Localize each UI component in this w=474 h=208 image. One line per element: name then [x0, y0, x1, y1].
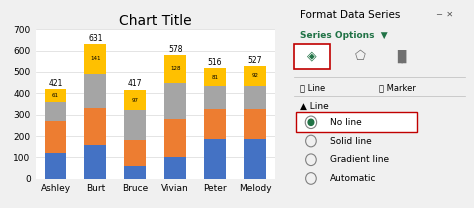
Text: Automatic: Automatic [330, 174, 376, 183]
Bar [204, 109, 226, 139]
Bar [164, 83, 186, 119]
Text: ▐▌: ▐▌ [392, 50, 411, 63]
Legend: Q1, Q2, Q3, Q4: Q1, Q2, Q3, Q4 [83, 206, 189, 208]
Text: Format Data Series: Format Data Series [300, 10, 400, 20]
Bar [45, 89, 66, 102]
Text: 421: 421 [48, 79, 63, 88]
Bar [204, 86, 226, 109]
Bar [84, 44, 106, 74]
Bar [124, 166, 146, 179]
Bar [244, 86, 266, 109]
Bar [45, 121, 66, 153]
Text: 81: 81 [211, 75, 219, 80]
Text: ─  ✕: ─ ✕ [436, 10, 453, 19]
Bar [124, 110, 146, 140]
Bar [244, 66, 266, 86]
Text: 631: 631 [88, 34, 103, 43]
Text: ◈: ◈ [307, 50, 317, 63]
Text: 141: 141 [90, 56, 100, 62]
Bar [84, 145, 106, 179]
Bar [45, 153, 66, 179]
Text: Gradient line: Gradient line [330, 155, 389, 164]
Bar [204, 68, 226, 86]
Circle shape [308, 119, 314, 125]
Bar [84, 108, 106, 145]
Text: 92: 92 [252, 73, 258, 78]
Text: 〜 Marker: 〜 Marker [379, 83, 416, 92]
Title: Chart Title: Chart Title [119, 14, 191, 28]
Bar [244, 109, 266, 139]
Bar [124, 90, 146, 110]
Bar [164, 55, 186, 83]
FancyBboxPatch shape [294, 44, 330, 69]
Bar [84, 74, 106, 108]
Text: ⬠: ⬠ [355, 50, 365, 63]
Bar [164, 119, 186, 157]
Bar [124, 140, 146, 166]
Text: 516: 516 [208, 58, 222, 67]
Bar [45, 102, 66, 121]
Text: 417: 417 [128, 79, 143, 88]
Text: 128: 128 [170, 66, 181, 71]
Text: No line: No line [330, 118, 362, 127]
Text: Series Options  ▼: Series Options ▼ [300, 31, 387, 40]
Text: 578: 578 [168, 45, 182, 54]
Bar [244, 139, 266, 179]
Bar [164, 157, 186, 179]
FancyBboxPatch shape [296, 112, 417, 132]
Text: Solid line: Solid line [330, 136, 372, 146]
Text: 527: 527 [248, 56, 262, 65]
Text: 97: 97 [132, 98, 139, 103]
Text: 61: 61 [52, 93, 59, 98]
Text: ▲ Line: ▲ Line [300, 102, 328, 111]
Text: 〜 Line: 〜 Line [300, 83, 325, 92]
Bar [204, 139, 226, 179]
